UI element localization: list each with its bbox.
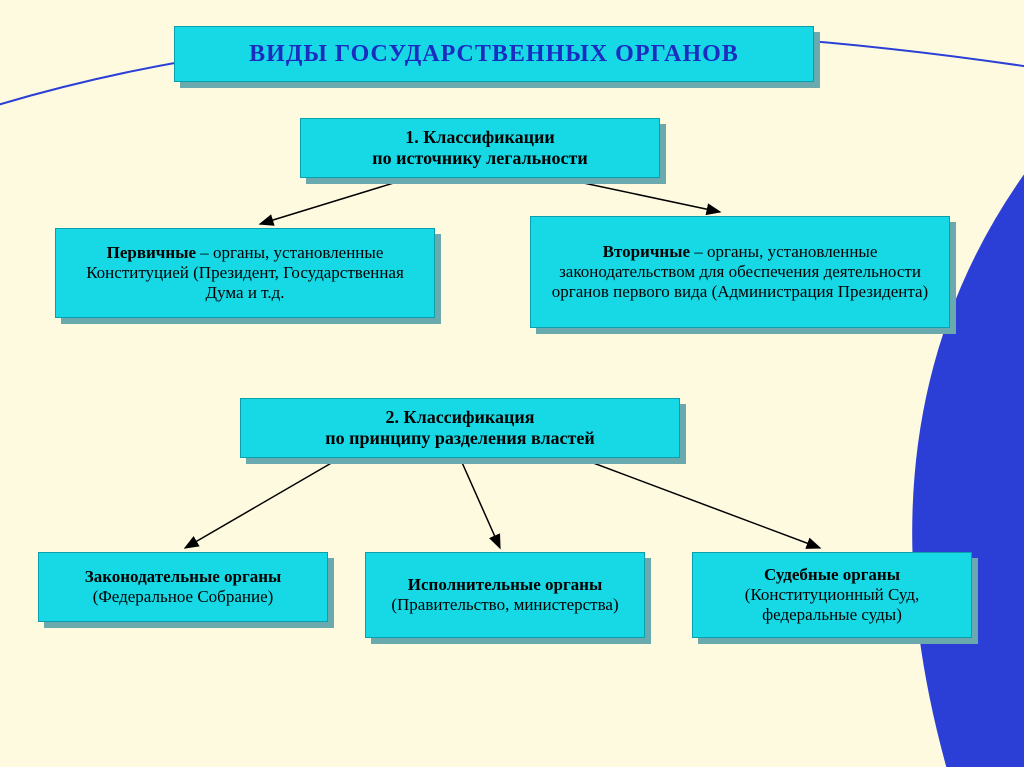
primary-bold: Первичные — [107, 243, 196, 262]
classification-2-line2: по принципу разделения властей — [325, 428, 594, 449]
background-svg — [0, 0, 1024, 767]
executive-bold: Исполнительные органы — [408, 575, 603, 595]
primary-text: Первичные – органы, установленные Консти… — [66, 243, 424, 303]
judicial-rest: (Конституционный Суд, федеральные суды) — [703, 585, 961, 625]
primary-box: Первичные – органы, установленные Консти… — [55, 228, 435, 318]
secondary-box: Вторичные – органы, установленные законо… — [530, 216, 950, 328]
title-text: ВИДЫ ГОСУДАРСТВЕННЫХ ОРГАНОВ — [249, 41, 739, 68]
classification-1-line2: по источнику легальности — [372, 148, 588, 169]
classification-1-box: 1. Классификациипо источнику легальности — [300, 118, 660, 178]
judicial-bold: Судебные органы — [764, 565, 900, 585]
legislative-box: Законодательные органы(Федеральное Собра… — [38, 552, 328, 622]
secondary-text: Вторичные – органы, установленные законо… — [541, 242, 939, 302]
legislative-rest: (Федеральное Собрание) — [93, 587, 274, 607]
secondary-bold: Вторичные — [603, 242, 690, 261]
classification-2-box: 2. Классификацияпо принципу разделения в… — [240, 398, 680, 458]
legislative-bold: Законодательные органы — [85, 567, 282, 587]
classification-2-line1: 2. Классификация — [386, 407, 535, 428]
diagram-title: ВИДЫ ГОСУДАРСТВЕННЫХ ОРГАНОВ — [174, 26, 814, 82]
executive-box: Исполнительные органы(Правительство, мин… — [365, 552, 645, 638]
executive-rest: (Правительство, министерства) — [391, 595, 618, 615]
classification-1-line1: 1. Классификации — [405, 127, 555, 148]
judicial-box: Судебные органы(Конституционный Суд, фед… — [692, 552, 972, 638]
